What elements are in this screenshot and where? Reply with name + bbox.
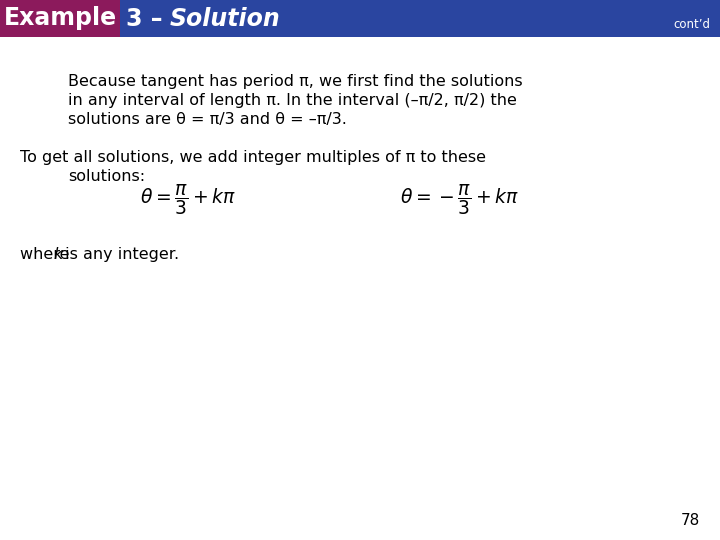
Text: 78: 78 xyxy=(680,513,700,528)
Bar xyxy=(0,0,720,37)
Text: solutions:: solutions: xyxy=(68,169,145,184)
Text: cont’d: cont’d xyxy=(673,18,710,31)
Bar xyxy=(0,0,120,37)
Text: where: where xyxy=(20,247,75,262)
Text: Solution: Solution xyxy=(170,6,281,30)
Text: k: k xyxy=(53,247,62,262)
Text: $\theta = -\dfrac{\pi}{3} + k\pi$: $\theta = -\dfrac{\pi}{3} + k\pi$ xyxy=(400,183,519,218)
Text: 3 –: 3 – xyxy=(126,6,171,30)
Text: Example: Example xyxy=(4,6,117,30)
Text: is any integer.: is any integer. xyxy=(60,247,179,262)
Text: To get all solutions, we add integer multiples of π to these: To get all solutions, we add integer mul… xyxy=(20,150,486,165)
Text: in any interval of length π. In the interval (–π/2, π/2) the: in any interval of length π. In the inte… xyxy=(68,93,517,108)
Text: $\theta = \dfrac{\pi}{3} + k\pi$: $\theta = \dfrac{\pi}{3} + k\pi$ xyxy=(140,183,236,218)
Text: Because tangent has period π, we first find the solutions: Because tangent has period π, we first f… xyxy=(68,74,523,89)
Text: solutions are θ = π/3 and θ = –π/3.: solutions are θ = π/3 and θ = –π/3. xyxy=(68,112,347,127)
